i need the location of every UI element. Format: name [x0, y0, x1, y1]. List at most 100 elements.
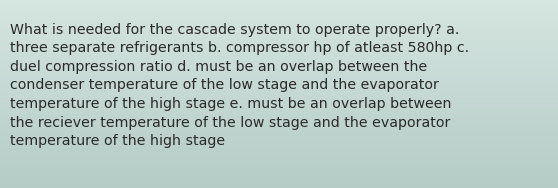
Bar	[0, 115, 558, 116]
Bar	[0, 5, 558, 6]
Bar	[0, 57, 558, 58]
Bar	[0, 89, 558, 90]
Bar	[0, 165, 558, 166]
Bar	[0, 154, 558, 155]
Bar	[0, 149, 558, 150]
Bar	[0, 44, 558, 45]
Bar	[0, 8, 558, 9]
Bar	[0, 178, 558, 179]
Bar	[0, 36, 558, 37]
Bar	[0, 2, 558, 3]
Bar	[0, 116, 558, 117]
Bar	[0, 124, 558, 125]
Bar	[0, 50, 558, 51]
Bar	[0, 94, 558, 95]
Bar	[0, 177, 558, 178]
Bar	[0, 184, 558, 185]
Bar	[0, 79, 558, 80]
Bar	[0, 162, 558, 163]
Bar	[0, 25, 558, 26]
Bar	[0, 97, 558, 98]
Bar	[0, 81, 558, 82]
Bar	[0, 51, 558, 52]
Bar	[0, 186, 558, 187]
Bar	[0, 92, 558, 93]
Bar	[0, 163, 558, 164]
Bar	[0, 152, 558, 153]
Bar	[0, 121, 558, 122]
Bar	[0, 132, 558, 133]
Bar	[0, 134, 558, 135]
Bar	[0, 135, 558, 136]
Bar	[0, 110, 558, 111]
Bar	[0, 187, 558, 188]
Bar	[0, 151, 558, 152]
Bar	[0, 58, 558, 59]
Bar	[0, 31, 558, 32]
Bar	[0, 48, 558, 49]
Bar	[0, 150, 558, 151]
Bar	[0, 171, 558, 172]
Bar	[0, 65, 558, 66]
Bar	[0, 158, 558, 159]
Bar	[0, 174, 558, 175]
Bar	[0, 153, 558, 154]
Bar	[0, 105, 558, 106]
Bar	[0, 146, 558, 147]
Bar	[0, 176, 558, 177]
Bar	[0, 181, 558, 182]
Bar	[0, 34, 558, 35]
Bar	[0, 28, 558, 29]
Bar	[0, 128, 558, 129]
Bar	[0, 122, 558, 123]
Bar	[0, 119, 558, 120]
Bar	[0, 72, 558, 73]
Bar	[0, 169, 558, 170]
Bar	[0, 83, 558, 84]
Bar	[0, 29, 558, 30]
Bar	[0, 82, 558, 83]
Bar	[0, 175, 558, 176]
Bar	[0, 84, 558, 85]
Bar	[0, 109, 558, 110]
Bar	[0, 96, 558, 97]
Bar	[0, 127, 558, 128]
Bar	[0, 85, 558, 86]
Bar	[0, 145, 558, 146]
Bar	[0, 0, 558, 1]
Bar	[0, 24, 558, 25]
Bar	[0, 21, 558, 22]
Bar	[0, 6, 558, 7]
Bar	[0, 80, 558, 81]
Bar	[0, 61, 558, 62]
Bar	[0, 159, 558, 160]
Bar	[0, 164, 558, 165]
Bar	[0, 160, 558, 161]
Bar	[0, 75, 558, 76]
Bar	[0, 157, 558, 158]
Bar	[0, 30, 558, 31]
Bar	[0, 141, 558, 142]
Bar	[0, 3, 558, 4]
Bar	[0, 107, 558, 108]
Bar	[0, 53, 558, 54]
Bar	[0, 67, 558, 68]
Bar	[0, 129, 558, 130]
Bar	[0, 12, 558, 13]
Text: What is needed for the cascade system to operate properly? a.
three separate ref: What is needed for the cascade system to…	[10, 23, 469, 148]
Bar	[0, 49, 558, 50]
Bar	[0, 55, 558, 56]
Bar	[0, 19, 558, 20]
Bar	[0, 68, 558, 69]
Bar	[0, 111, 558, 112]
Bar	[0, 185, 558, 186]
Bar	[0, 168, 558, 169]
Bar	[0, 180, 558, 181]
Bar	[0, 73, 558, 74]
Bar	[0, 60, 558, 61]
Bar	[0, 156, 558, 157]
Bar	[0, 113, 558, 114]
Bar	[0, 148, 558, 149]
Bar	[0, 118, 558, 119]
Bar	[0, 23, 558, 24]
